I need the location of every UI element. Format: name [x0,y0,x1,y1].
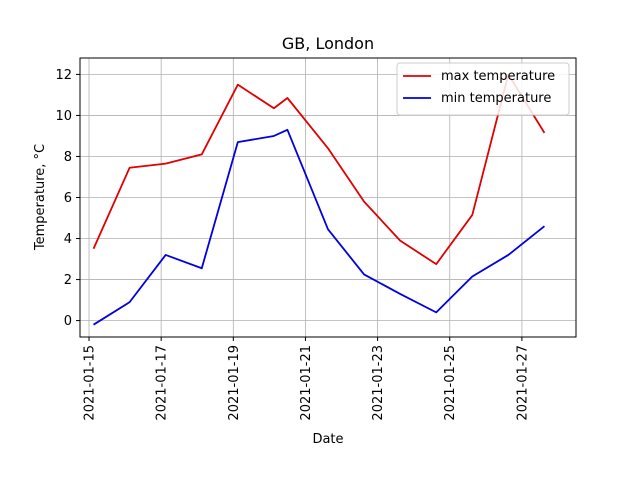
legend: max temperature min temperature [396,62,570,116]
y-axis: 0 2 4 6 8 10 12 [55,68,80,329]
grid [80,58,576,337]
x-tick-label: 2021-01-23 [371,345,386,421]
series-line-max-temperature [92,73,546,266]
chart-title: GB, London [282,34,374,53]
y-tick-label: 12 [55,68,72,83]
x-tick-label: 2021-01-19 [227,345,242,421]
y-axis-title: Temperature, °C [33,144,48,251]
x-tick-label: 2021-01-17 [155,345,170,421]
series-line-min-temperature [93,128,546,326]
x-tick-label: 2021-01-21 [299,345,314,421]
x-axis: 2021-01-15 2021-01-17 2021-01-19 2021-01-21… [83,337,530,421]
legend-label-min: min temperature [441,91,551,106]
legend-label-max: max temperature [441,69,555,84]
y-tick-label: 2 [64,273,72,288]
x-axis-title: Date [312,432,343,447]
y-tick-label: 0 [64,314,72,329]
y-tick-label: 10 [55,109,72,124]
y-tick-label: 4 [64,232,72,247]
series-lines [92,73,546,326]
y-tick-label: 8 [64,150,72,165]
x-tick-label: 2021-01-27 [515,345,530,421]
x-tick-label: 2021-01-25 [443,345,458,421]
x-tick-label: 2021-01-15 [83,345,98,421]
y-tick-label: 6 [64,191,72,206]
legend-box [396,62,570,116]
